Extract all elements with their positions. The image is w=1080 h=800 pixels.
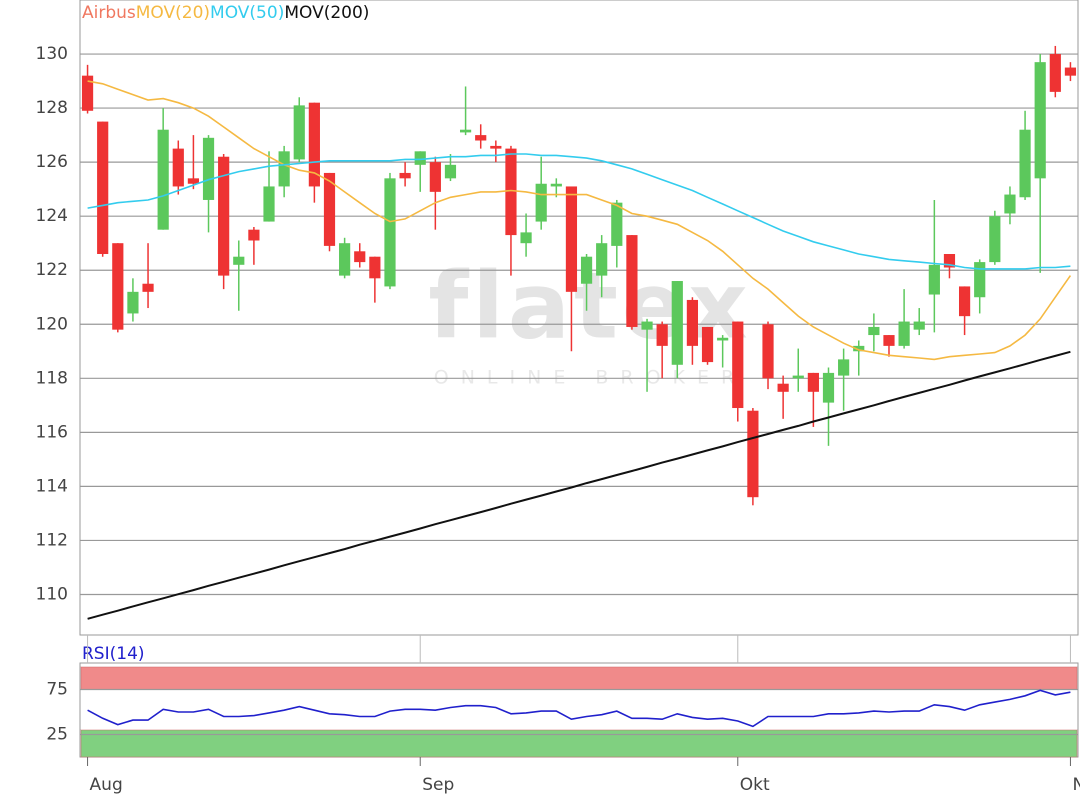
candle-body bbox=[656, 324, 668, 346]
candle-body bbox=[777, 383, 789, 392]
legend: RSI(14) bbox=[82, 644, 145, 664]
series-line bbox=[87, 153, 1071, 270]
candle-body bbox=[671, 281, 683, 365]
candle-body bbox=[1019, 129, 1031, 198]
candle-body bbox=[157, 129, 169, 230]
candle-body bbox=[989, 216, 1001, 263]
candle-body bbox=[596, 243, 608, 276]
y-tick-label: 118 bbox=[36, 368, 68, 388]
candle-body bbox=[81, 75, 94, 111]
candle-body bbox=[323, 172, 336, 246]
candle-body bbox=[626, 235, 638, 327]
y-tick-label: 25 bbox=[46, 725, 68, 745]
candle-body bbox=[717, 337, 729, 341]
candle-body bbox=[112, 243, 124, 330]
legend-entry: Airbus bbox=[82, 3, 136, 23]
candle-body bbox=[278, 151, 290, 187]
x-tick-label: Nov bbox=[1072, 775, 1080, 795]
y-tick-label: 130 bbox=[36, 44, 68, 64]
candle-body bbox=[142, 283, 154, 292]
candle-body bbox=[1064, 67, 1077, 76]
candle-body bbox=[550, 183, 562, 187]
candle-body bbox=[384, 178, 396, 287]
y-tick-label: 112 bbox=[36, 530, 68, 550]
candle-body bbox=[187, 178, 200, 184]
candle-body bbox=[565, 186, 578, 292]
legend-entry: MOV(20) bbox=[136, 3, 210, 23]
candle-body bbox=[172, 148, 184, 187]
series-line bbox=[87, 350, 1071, 620]
candle-body bbox=[444, 164, 457, 179]
candle-body bbox=[97, 121, 109, 255]
candle-body bbox=[520, 232, 532, 244]
candle-body bbox=[505, 148, 517, 236]
candle-body bbox=[822, 372, 835, 403]
candle-body bbox=[732, 321, 744, 409]
candle-body bbox=[792, 375, 804, 379]
candle-body bbox=[1034, 62, 1046, 179]
legend-entry: MOV(50) bbox=[210, 3, 284, 23]
candle-body bbox=[974, 262, 986, 298]
y-tick-label: 116 bbox=[36, 422, 68, 442]
candle-body bbox=[248, 229, 260, 241]
candle-body bbox=[641, 321, 653, 330]
candle-body bbox=[898, 321, 910, 346]
y-tick-label: 124 bbox=[36, 206, 68, 226]
candle-body bbox=[369, 256, 381, 279]
candle-body bbox=[762, 324, 774, 379]
candle-body bbox=[293, 105, 305, 160]
y-tick-label: 120 bbox=[36, 314, 68, 334]
candle-body bbox=[263, 186, 275, 222]
candle-body bbox=[747, 410, 759, 498]
y-tick-label: 122 bbox=[36, 260, 68, 280]
legend-entry: RSI(14) bbox=[82, 644, 145, 664]
series-line bbox=[87, 689, 1071, 728]
candle-body bbox=[399, 172, 411, 179]
candle-body bbox=[535, 183, 547, 222]
candle-body bbox=[490, 145, 502, 149]
candle-body bbox=[475, 135, 487, 141]
candle-body bbox=[429, 162, 441, 192]
candle-body bbox=[928, 264, 940, 295]
candle-body bbox=[943, 254, 956, 268]
candle-body bbox=[883, 335, 895, 346]
legend: AirbusMOV(20)MOV(50)MOV(200) bbox=[82, 3, 369, 23]
candle-body bbox=[308, 102, 320, 187]
candle-body bbox=[958, 286, 971, 317]
candle-body bbox=[202, 137, 215, 200]
candle-body bbox=[580, 256, 593, 284]
candle-body bbox=[339, 243, 351, 276]
watermark-tagline: ONLINE BROKER bbox=[434, 367, 746, 389]
x-tick-label: Aug bbox=[90, 775, 123, 795]
candle-body bbox=[218, 156, 230, 276]
candle-body bbox=[868, 326, 880, 336]
y-tick-label: 75 bbox=[46, 680, 68, 700]
band bbox=[80, 666, 1078, 690]
x-tick-label: Okt bbox=[740, 775, 770, 795]
candle-body bbox=[611, 202, 623, 246]
y-tick-label: 114 bbox=[36, 476, 68, 496]
x-tick-label: Sep bbox=[422, 775, 454, 795]
candle-body bbox=[459, 129, 472, 133]
candle-body bbox=[701, 326, 714, 363]
candle-body bbox=[838, 359, 850, 376]
candle-body bbox=[127, 291, 139, 314]
candle-body bbox=[233, 256, 245, 265]
series-line bbox=[87, 80, 1072, 361]
candle-body bbox=[913, 321, 925, 330]
y-tick-label: 126 bbox=[36, 152, 68, 172]
candle-body bbox=[807, 372, 819, 392]
y-tick-label: 110 bbox=[36, 584, 68, 604]
candle-body bbox=[1004, 194, 1016, 214]
candle-body bbox=[1049, 54, 1061, 92]
main-plot-area bbox=[79, 0, 1079, 636]
candle-body bbox=[354, 251, 366, 263]
candle-body bbox=[686, 299, 699, 346]
y-tick-label: 128 bbox=[36, 98, 68, 118]
candle-body bbox=[853, 345, 865, 352]
legend-entry: MOV(200) bbox=[284, 3, 369, 23]
candle-body bbox=[414, 151, 426, 165]
